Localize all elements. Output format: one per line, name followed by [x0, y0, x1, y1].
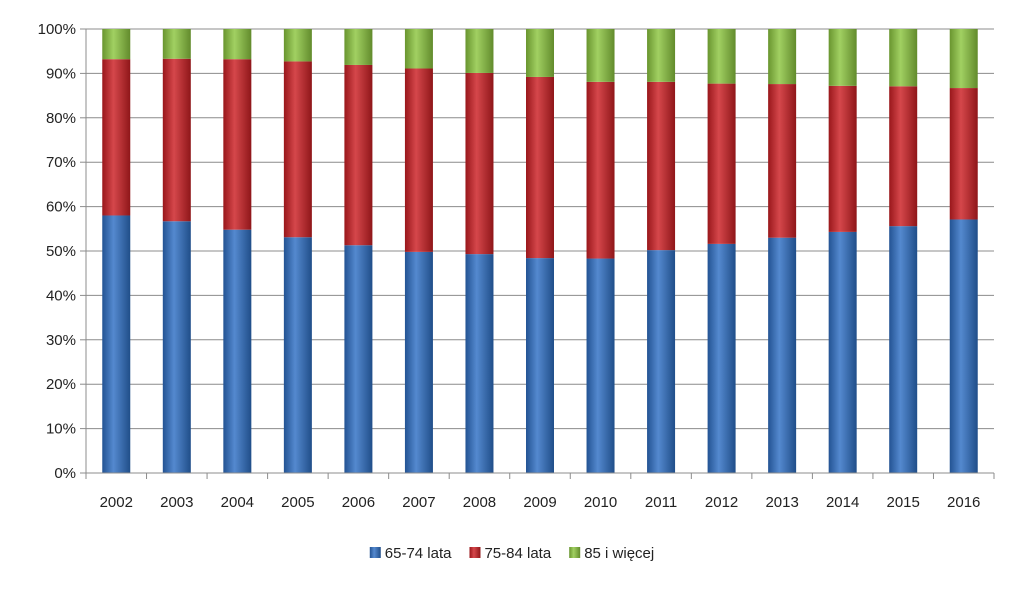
y-tick-label: 70% [46, 154, 76, 171]
bar-segment-65-74-lata-2005 [283, 237, 312, 473]
x-tick-label: 2010 [584, 494, 617, 511]
bar-segment-85-i-wi-cej-2009 [526, 29, 554, 77]
x-tick-label: 2015 [887, 494, 920, 511]
bar-segment-85-i-wi-cej-2011 [647, 29, 676, 82]
axes: 0% 10% 20% 30% 40% 50% 60% 70% 80% 90% 100% 2002 200… [38, 21, 995, 511]
x-tick-label: 2009 [523, 494, 556, 511]
bar-segment-85-i-wi-cej-2006 [344, 29, 373, 65]
x-tick-label: 2005 [281, 494, 314, 511]
legend-swatch [369, 547, 381, 558]
bar-segment-65-74-lata-2010 [586, 258, 615, 473]
x-tick-label: 2007 [402, 494, 435, 511]
bar-segment-75-84-lata-2010 [586, 81, 615, 259]
bar-segment-85-i-wi-cej-2015 [889, 29, 918, 87]
y-tick-label: 80% [46, 110, 76, 127]
bar-segment-65-74-lata-2016 [949, 219, 978, 473]
bar-segment-75-84-lata-2003 [162, 58, 191, 222]
legend-label: 75-84 lata [484, 545, 551, 562]
x-tick-label: 2016 [947, 494, 980, 511]
bars [102, 29, 978, 474]
x-tick-label: 2008 [463, 494, 496, 511]
bar-segment-85-i-wi-cej-2003 [162, 29, 191, 59]
y-tick-label: 0% [54, 465, 76, 482]
bar-segment-65-74-lata-2012 [707, 243, 736, 473]
bar-segment-75-84-lata-2007 [404, 68, 433, 252]
y-tick-label: 10% [46, 421, 76, 438]
x-tick-label: 2012 [705, 494, 738, 511]
y-tick-label: 30% [46, 332, 76, 349]
bar-segment-75-84-lata-2015 [889, 86, 918, 227]
bar-segment-65-74-lata-2014 [828, 231, 857, 473]
bar-segment-85-i-wi-cej-2010 [586, 29, 615, 82]
bar-segment-75-84-lata-2012 [707, 83, 736, 244]
bar-segment-75-84-lata-2016 [949, 88, 978, 220]
y-tick-label: 60% [46, 199, 76, 216]
bar-segment-75-84-lata-2009 [526, 76, 554, 259]
bar-segment-85-i-wi-cej-2016 [949, 29, 978, 89]
bar-segment-75-84-lata-2011 [647, 81, 676, 251]
legend-label: 85 i więcej [584, 545, 654, 562]
legend-swatch [469, 547, 481, 558]
x-tick-label: 2014 [826, 494, 859, 511]
bar-segment-75-84-lata-2002 [102, 59, 131, 216]
bar-segment-85-i-wi-cej-2014 [828, 29, 857, 86]
x-tick-label: 2003 [160, 494, 193, 511]
bar-segment-85-i-wi-cej-2002 [102, 29, 131, 60]
x-tick-label: 2011 [645, 494, 677, 511]
y-tick-label: 90% [46, 65, 76, 82]
legend-swatch [569, 547, 581, 558]
bar-segment-85-i-wi-cej-2013 [768, 29, 797, 85]
legend: 65-74 lata 75-84 lata 85 i więcej [369, 545, 654, 562]
bar-segment-75-84-lata-2014 [828, 85, 857, 232]
x-tick-label: 2004 [221, 494, 254, 511]
bar-segment-65-74-lata-2009 [526, 258, 554, 473]
bar-segment-85-i-wi-cej-2008 [465, 29, 494, 73]
y-tick-label: 50% [46, 243, 76, 260]
x-tick-label: 2002 [100, 494, 133, 511]
bar-segment-65-74-lata-2004 [223, 229, 252, 473]
bar-segment-65-74-lata-2002 [102, 215, 131, 474]
y-tick-label: 20% [46, 376, 76, 393]
bar-segment-75-84-lata-2004 [223, 59, 252, 230]
x-tick-label: 2006 [342, 494, 375, 511]
bar-segment-65-74-lata-2008 [465, 254, 494, 473]
bar-segment-65-74-lata-2015 [889, 226, 918, 473]
bar-segment-85-i-wi-cej-2005 [283, 29, 312, 62]
bar-segment-85-i-wi-cej-2007 [404, 29, 433, 69]
y-tick-label: 40% [46, 287, 76, 304]
legend-label: 65-74 lata [385, 545, 452, 562]
bar-segment-65-74-lata-2011 [647, 250, 676, 473]
x-tick-label: 2013 [765, 494, 798, 511]
bar-segment-65-74-lata-2003 [162, 221, 191, 473]
bar-segment-85-i-wi-cej-2012 [707, 29, 736, 84]
bar-segment-65-74-lata-2013 [768, 237, 797, 473]
bar-segment-75-84-lata-2013 [768, 84, 797, 238]
y-tick-label: 100% [38, 21, 76, 38]
bar-segment-85-i-wi-cej-2004 [223, 29, 252, 60]
bar-segment-65-74-lata-2006 [344, 245, 373, 473]
bar-segment-75-84-lata-2006 [344, 64, 373, 246]
bar-segment-75-84-lata-2008 [465, 72, 494, 255]
bar-segment-65-74-lata-2007 [404, 251, 433, 473]
bar-segment-75-84-lata-2005 [283, 61, 312, 238]
